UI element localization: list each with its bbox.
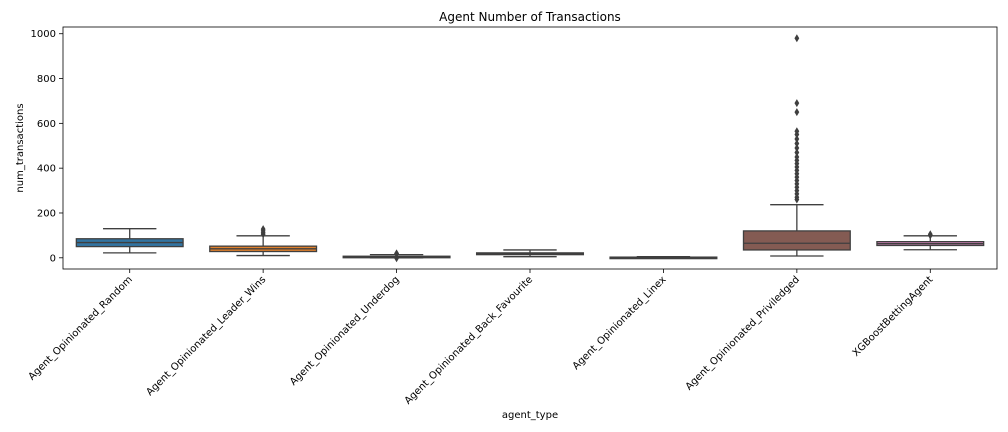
x-tick-label: Agent_Opinionated_Underdog bbox=[288, 274, 402, 388]
y-axis-label: num_transactions bbox=[15, 103, 26, 192]
box-4 bbox=[475, 249, 585, 258]
box-3 bbox=[342, 249, 451, 263]
outlier-point bbox=[794, 152, 800, 161]
y-tick-label: 600 bbox=[37, 119, 56, 130]
outlier-point bbox=[794, 135, 800, 144]
outlier-point bbox=[794, 139, 800, 148]
x-tick-label: Agent_Opinionated_Leader_Wins bbox=[145, 274, 269, 398]
box-5 bbox=[609, 256, 718, 260]
outlier-point bbox=[260, 225, 266, 234]
outlier-point bbox=[394, 249, 399, 258]
outlier-point bbox=[394, 254, 399, 263]
x-axis-label: agent_type bbox=[502, 410, 558, 421]
outlier-point bbox=[927, 230, 933, 239]
plot-area bbox=[62, 26, 998, 270]
x-tick-label: Agent_Opinionated_Back_Favourite bbox=[403, 274, 535, 406]
outlier-point bbox=[794, 34, 800, 43]
x-axis: Agent_Opinionated_Random Agent_Opinionate… bbox=[27, 269, 936, 407]
x-tick-label: XGBoostBettingAgent bbox=[851, 274, 936, 359]
box-iqr bbox=[742, 230, 851, 251]
outlier-point bbox=[794, 99, 800, 108]
outlier-point bbox=[794, 108, 800, 117]
outlier-point bbox=[794, 144, 800, 152]
y-tick-label: 400 bbox=[37, 164, 56, 175]
y-tick-label: 200 bbox=[37, 208, 56, 219]
box-7 bbox=[876, 230, 985, 251]
box-6 bbox=[742, 34, 851, 257]
box-1 bbox=[75, 228, 184, 254]
outlier-point bbox=[794, 127, 800, 136]
x-tick-label: Agent_Opinionated_Random bbox=[27, 274, 135, 382]
y-axis: 0 200 400 600 800 1000 bbox=[31, 29, 63, 264]
chart-title: Agent Number of Transactions bbox=[439, 10, 621, 24]
y-tick-label: 800 bbox=[37, 74, 56, 85]
y-tick-label: 1000 bbox=[31, 29, 56, 40]
box-2 bbox=[209, 225, 318, 257]
y-tick-label: 0 bbox=[50, 253, 56, 264]
outlier-point bbox=[794, 148, 800, 157]
x-tick-label: Agent_Opinionated_Priviledged bbox=[684, 274, 802, 392]
x-tick-label: Agent_Opinionated_Linex bbox=[571, 274, 669, 372]
box-plot-series bbox=[75, 34, 985, 263]
